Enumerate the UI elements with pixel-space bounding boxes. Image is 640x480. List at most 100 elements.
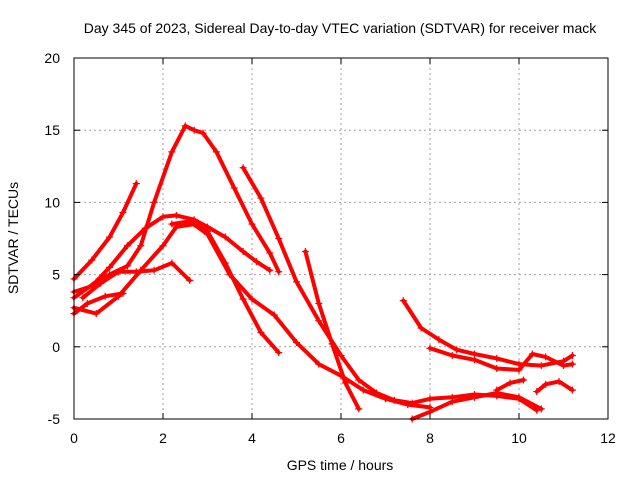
chart-title: Day 345 of 2023, Sidereal Day-to-day VTE… (84, 20, 597, 36)
y-tick-label: 5 (52, 267, 60, 283)
data-point (471, 356, 478, 364)
data-point (471, 393, 478, 401)
data-point (426, 395, 434, 403)
data-point (426, 344, 434, 352)
data-point (172, 211, 180, 219)
data-point (248, 295, 256, 303)
data-point (123, 262, 131, 270)
data-point (275, 268, 283, 276)
data-point (137, 266, 145, 274)
data-point (533, 388, 541, 396)
data-point (515, 393, 523, 401)
data-point (266, 266, 274, 274)
data-point (119, 209, 127, 217)
data-point (159, 213, 167, 221)
data-point (537, 405, 545, 413)
data-point (115, 268, 122, 276)
data-point (92, 278, 100, 286)
y-tick-label: 20 (44, 50, 60, 66)
data-point (257, 194, 265, 202)
data-point (248, 220, 256, 228)
data-point (181, 122, 189, 130)
data-point (79, 294, 87, 302)
data-point (528, 350, 536, 358)
x-tick-label: 0 (70, 430, 78, 446)
data-point (106, 233, 114, 241)
data-point (555, 377, 563, 385)
y-tick-label: 0 (52, 339, 60, 355)
data-point (542, 380, 550, 388)
data-point (270, 311, 278, 319)
x-tick-label: 12 (600, 430, 616, 446)
series-track-13 (534, 379, 575, 394)
data-point (390, 396, 398, 404)
data-point (221, 233, 229, 241)
data-point (399, 297, 407, 305)
data-point (83, 299, 91, 307)
data-point (417, 324, 425, 332)
data-point (355, 376, 363, 384)
data-point (560, 362, 567, 370)
data-point (212, 148, 220, 156)
data-point (337, 351, 345, 359)
data-point (204, 230, 211, 238)
data-point (493, 386, 501, 394)
data-point (101, 292, 109, 300)
data-point (168, 220, 176, 228)
x-tick-label: 4 (248, 430, 256, 446)
data-point (568, 360, 576, 368)
data-point (226, 271, 234, 279)
y-tick-label: -5 (48, 411, 61, 427)
data-point (239, 247, 247, 255)
data-point (568, 386, 576, 394)
series-track-11 (401, 298, 575, 368)
x-tick-label: 10 (511, 430, 527, 446)
data-point (239, 164, 247, 172)
x-axis-label: GPS time / hours (287, 457, 394, 473)
data-point (519, 376, 527, 384)
data-point (168, 148, 176, 156)
data-point (186, 217, 194, 225)
data-point (106, 263, 114, 271)
data-point (373, 389, 381, 397)
data-point (568, 351, 576, 359)
data-point (92, 310, 100, 318)
data-point (266, 249, 274, 257)
data-point (315, 299, 323, 307)
x-tick-label: 8 (426, 430, 434, 446)
data-point (493, 354, 501, 362)
data-point (150, 198, 158, 206)
axis-ticks: 0 2 4 6 8 10 12 -5 0 5 10 15 20 (44, 50, 616, 446)
data-point (257, 328, 265, 336)
data-point (132, 180, 140, 188)
data-point (315, 317, 323, 325)
data-point (293, 278, 300, 286)
data-point (252, 258, 260, 266)
grid-lines (74, 58, 608, 419)
y-tick-label: 15 (44, 122, 60, 138)
data-point (186, 276, 194, 284)
data-point (199, 129, 207, 137)
data-point (448, 351, 456, 359)
y-axis-label: SDTVAR / TECUs (5, 182, 21, 294)
data-point (542, 353, 550, 361)
data-point (408, 399, 416, 407)
data-point (168, 259, 176, 267)
y-tick-label: 10 (44, 194, 60, 210)
data-point (190, 126, 198, 134)
data-point (159, 242, 167, 250)
data-traces (70, 122, 576, 423)
data-point (275, 349, 283, 357)
data-point (359, 386, 367, 394)
data-point (341, 379, 349, 387)
data-point (315, 360, 323, 368)
data-point (97, 279, 105, 287)
data-point (275, 235, 283, 242)
data-point (115, 292, 122, 300)
data-point (435, 336, 443, 344)
x-tick-label: 6 (337, 430, 345, 446)
data-point (493, 364, 501, 372)
data-point (328, 340, 336, 348)
data-point (301, 247, 309, 255)
